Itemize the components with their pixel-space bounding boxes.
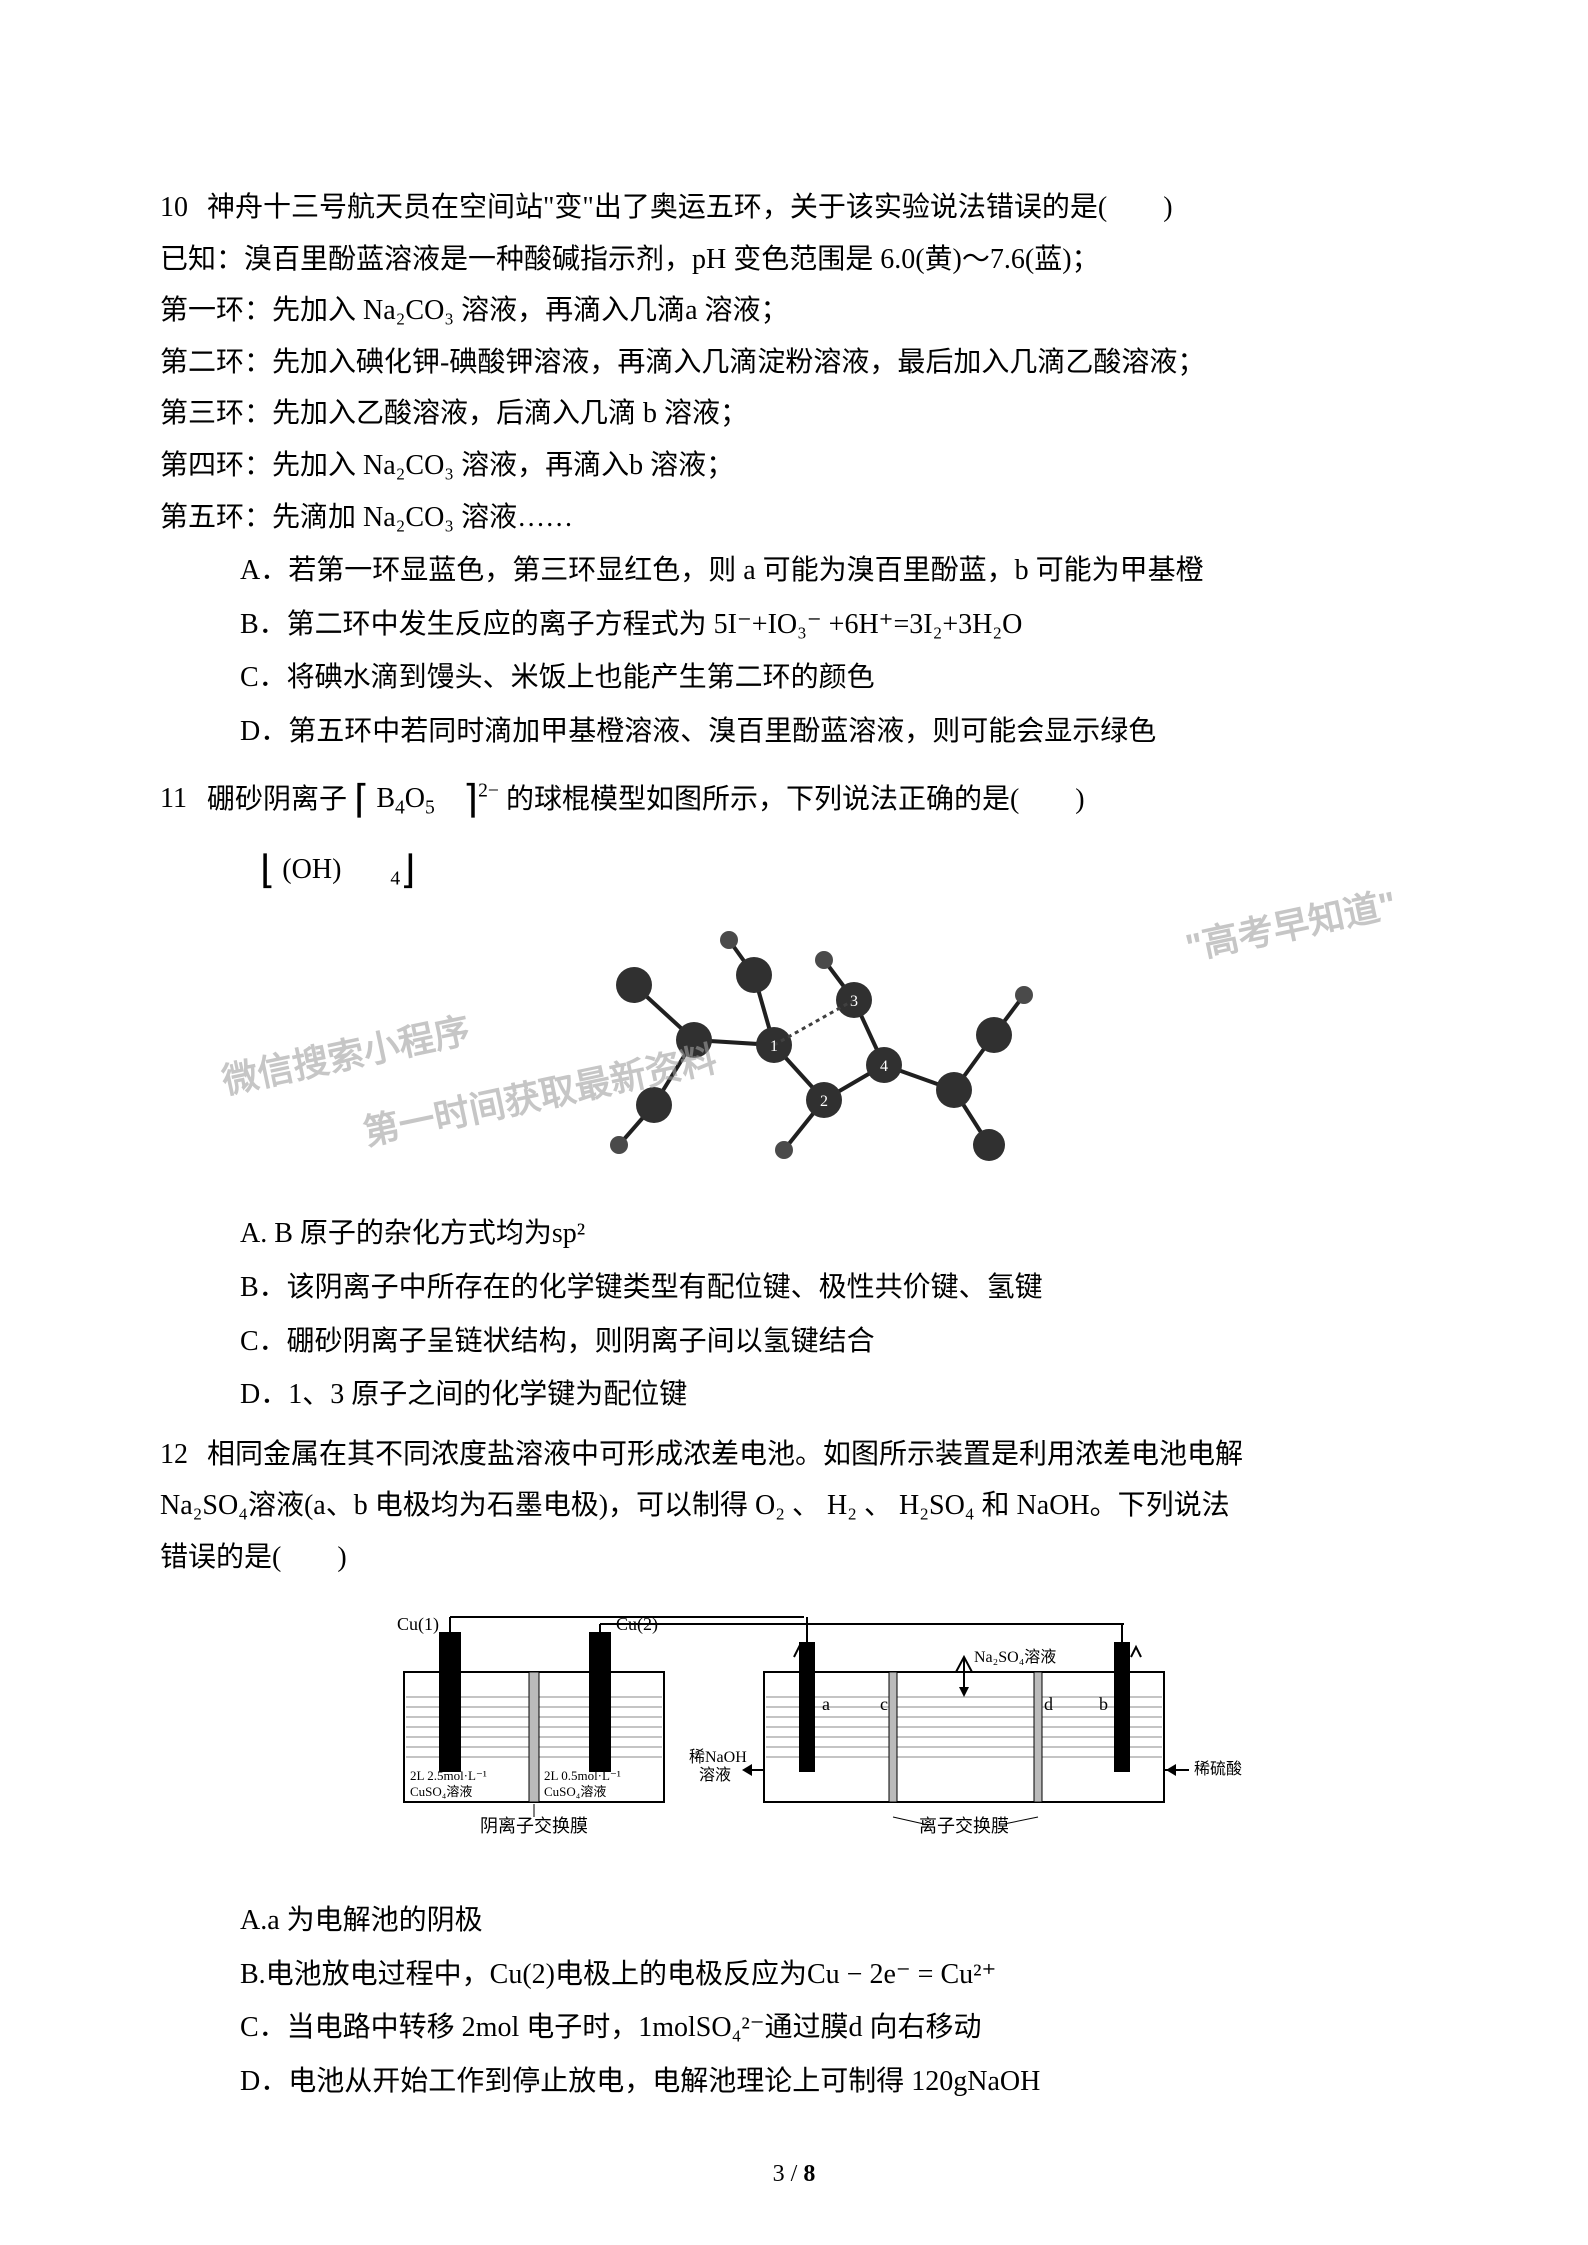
q12-choice-c: C．当电路中转移 2mol 电子时，1molSO₄²⁻通过膜d 向右移动 — [160, 2004, 1428, 2052]
label-ion-membrane: 离子交换膜 — [919, 1816, 1009, 1836]
label-naoh-1: 稀NaOH — [689, 1748, 747, 1766]
label-leftsol-2: CuSO₄溶液 — [410, 1784, 472, 1799]
q12-stem2: Na₂SO₄溶液(a、b 电极均为石墨电极)，可以制得 O₂ 、 H₂ 、 H₂… — [160, 1482, 1428, 1530]
q12-diagram: Cu(1) Cu(2) 2L 2.5mol·L⁻¹ CuSO₄溶液 2L 0.5… — [160, 1602, 1428, 1878]
label-a: a — [822, 1694, 830, 1714]
label-h2so4: 稀硫酸 — [1194, 1760, 1242, 1778]
q10-ring5: 第五环：先滴加 Na₂CO₃ 溶液…… — [160, 494, 1428, 542]
label-midsol-1: 2L 0.5mol·L⁻¹ — [544, 1768, 621, 1783]
q12-stem2-pre: Na₂SO₄溶液(a、b 电极均为石墨电极)，可以制得 — [160, 1490, 748, 1521]
q11-stem: 11 硼砂阴离子 ⌈ B4O5 ⌉2− 的球棍模型如图所示，下列说法正确的是( … — [160, 768, 1428, 835]
label-c: c — [880, 1694, 888, 1714]
label-anion-membrane: 阴离子交换膜 — [480, 1816, 588, 1836]
atom-label-2: 2 — [820, 1093, 828, 1110]
atom-label-1: 1 — [770, 1038, 778, 1055]
q11-stem-post: 的球棍模型如图所示，下列说法正确的是( ) — [506, 783, 1085, 814]
q11-figure: "高考早知道" 微信搜索小程序 第一时间获取最新资料 — [160, 915, 1428, 1201]
q10-known: 已知：溴百里酚蓝溶液是一种酸碱指示剂，pH 变色范围是 6.0(黄)～7.6(蓝… — [160, 236, 1428, 284]
label-midsol-2: CuSO₄溶液 — [544, 1784, 606, 1799]
exam-page: 10 神舟十三号航天员在空间站"变"出了奥运五环，关于该实验说法错误的是( ) … — [0, 0, 1588, 2245]
label-leftsol-1: 2L 2.5mol·L⁻¹ — [410, 1768, 487, 1783]
q11-oh-text: (OH) — [282, 854, 341, 885]
q12-choice-b: B.电池放电过程中，Cu(2)电极上的电极反应为Cu − 2e⁻ = Cu²⁺ — [160, 1951, 1428, 1999]
q11-oh-hang: ⌊ (OH) 4⌋ — [160, 838, 1428, 905]
q11-number: 11 — [160, 775, 200, 823]
q10-ring4: 第四环：先加入 Na₂CO₃ 溶液，再滴入b 溶液； — [160, 442, 1428, 490]
label-cu1: Cu(1) — [397, 1614, 439, 1635]
atom-label-4: 4 — [880, 1058, 888, 1075]
label-d: d — [1044, 1694, 1053, 1714]
q10-ring2: 第二环：先加入碘化钾-碘酸钾溶液，再滴入几滴淀粉溶液，最后加入几滴乙酸溶液； — [160, 339, 1428, 387]
q11-choice-a: A. B 原子的杂化方式均为sp² — [160, 1210, 1428, 1258]
label-b: b — [1099, 1694, 1108, 1714]
q10-choice-b: B．第二环中发生反应的离子方程式为 5I⁻+IO₃⁻ +6H⁺=3I₂+3H₂O — [160, 601, 1428, 649]
q11-charge: 2− — [478, 781, 499, 802]
q10-choice-c: C．将碘水滴到馒头、米饭上也能产生第二环的颜色 — [160, 654, 1428, 702]
q11-choice-b: B．该阴离子中所存在的化学键类型有配位键、极性共价键、氢键 — [160, 1264, 1428, 1312]
label-na2so4: Na₂SO₄溶液 — [974, 1648, 1056, 1666]
label-naoh-2: 溶液 — [699, 1766, 731, 1784]
watermark-2: 微信搜索小程序 — [216, 999, 475, 1111]
q11-stem-pre: 硼砂阴离子 — [207, 783, 347, 814]
label-cu2: Cu(2) — [616, 1614, 658, 1635]
q12-choice-a: A.a 为电解池的阴极 — [160, 1897, 1428, 1945]
q10-stem: 10 神舟十三号航天员在空间站"变"出了奥运五环，关于该实验说法错误的是( ) — [160, 184, 1428, 232]
q10-number: 10 — [160, 184, 200, 232]
molecule-svg: 1 2 3 4 — [524, 915, 1064, 1185]
q10-ring3: 第三环：先加入乙酸溶液，后滴入几滴 b 溶液； — [160, 390, 1428, 438]
q11-choice-d: D．1、3 原子之间的化学键为配位键 — [160, 1371, 1428, 1419]
page-current: 3 — [773, 2161, 785, 2187]
q10-stem-text: 神舟十三号航天员在空间站"变"出了奥运五环，关于该实验说法错误的是( ) — [207, 192, 1173, 223]
q12-number: 12 — [160, 1431, 200, 1479]
page-number: 3 / 8 — [0, 2154, 1588, 2195]
q11-choice-c: C．硼砂阴离子呈链状结构，则阴离子间以氢键结合 — [160, 1318, 1428, 1366]
q10-choice-d: D．第五环中若同时滴加甲基橙溶液、溴百里酚蓝溶液，则可能会显示绿色 — [160, 708, 1428, 756]
q11-formula-bracket: ⌈ B4O5 ⌉2− — [354, 783, 506, 814]
q12-choice-d: D．电池从开始工作到停止放电，电解池理论上可制得 120gNaOH — [160, 2058, 1428, 2106]
q12-products: O₂ 、 H₂ 、 H₂SO₄ 和 NaOH。下列说法 — [755, 1490, 1230, 1521]
page-total: 8 — [803, 2161, 815, 2187]
q12-stem3: 错误的是( ) — [160, 1534, 1428, 1582]
q10-choice-a: A．若第一环显蓝色，第三环显红色，则 a 可能为溴百里酚蓝，b 可能为甲基橙 — [160, 547, 1428, 595]
electrochemical-svg: Cu(1) Cu(2) 2L 2.5mol·L⁻¹ CuSO₄溶液 2L 0.5… — [344, 1602, 1244, 1862]
q12-stem-text: 相同金属在其不同浓度盐溶液中可形成浓差电池。如图所示装置是利用浓差电池电解 — [207, 1439, 1243, 1470]
q10-ring1: 第一环：先加入 Na₂CO₃ 溶液，再滴入几滴a 溶液； — [160, 287, 1428, 335]
atom-label-3: 3 — [850, 993, 858, 1010]
q12-stem: 12 相同金属在其不同浓度盐溶液中可形成浓差电池。如图所示装置是利用浓差电池电解 — [160, 1431, 1428, 1479]
